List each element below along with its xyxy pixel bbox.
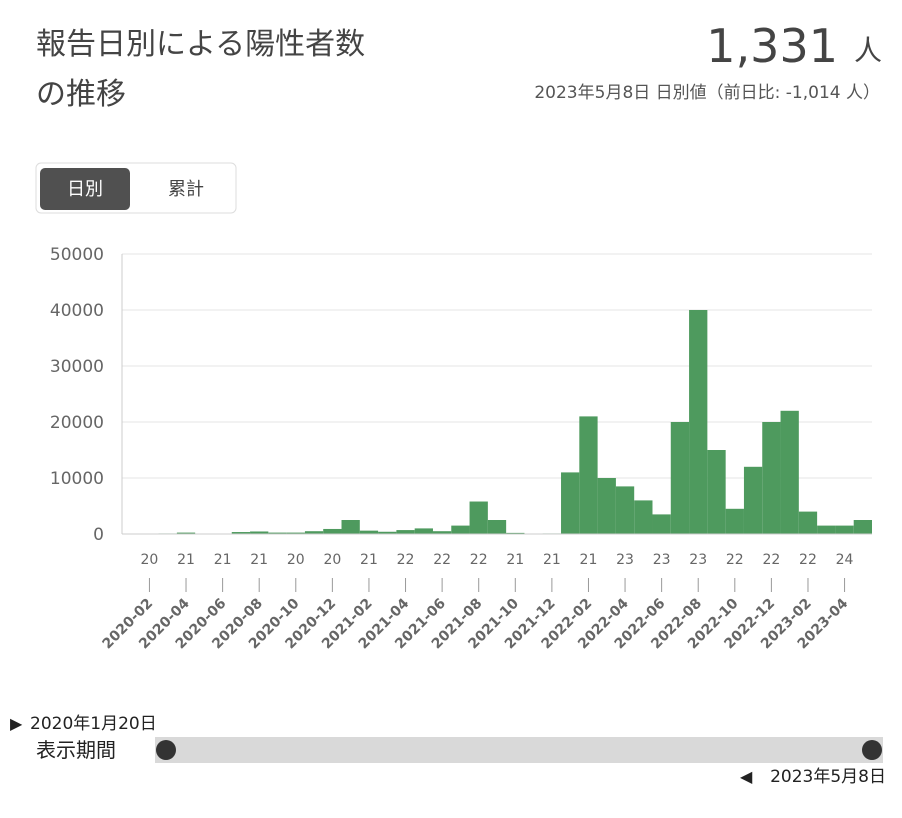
- x-day-label: 20: [323, 552, 341, 568]
- x-day-label: 23: [616, 552, 634, 568]
- bar: [817, 526, 835, 534]
- x-day-label: 22: [799, 552, 817, 568]
- x-day-label: 22: [470, 552, 488, 568]
- plot: 01000020000300004000050000202020-0221202…: [50, 245, 872, 652]
- x-day-label: 23: [689, 552, 707, 568]
- bar: [451, 526, 469, 534]
- x-day-label: 21: [177, 552, 195, 568]
- y-tick-label: 0: [93, 525, 104, 545]
- title-line2: の推移: [36, 77, 126, 112]
- bar: [579, 416, 597, 534]
- range-track[interactable]: [155, 737, 883, 763]
- bar: [671, 422, 689, 534]
- bar: [726, 509, 744, 534]
- bar: [835, 526, 853, 534]
- x-day-label: 22: [762, 552, 780, 568]
- bar: [762, 422, 780, 534]
- bar: [396, 530, 414, 534]
- x-day-label: 20: [141, 552, 159, 568]
- bar: [689, 310, 707, 534]
- x-day-label: 21: [580, 552, 598, 568]
- bar: [598, 478, 616, 534]
- x-day-label: 24: [836, 552, 854, 568]
- bar: [415, 528, 433, 534]
- y-tick-label: 30000: [50, 357, 104, 377]
- bar: [781, 411, 799, 534]
- tab[interactable]: 日別: [67, 179, 103, 200]
- bar: [854, 520, 872, 534]
- bar: [616, 486, 634, 534]
- x-day-label: 22: [397, 552, 415, 568]
- bar: [561, 472, 579, 534]
- range-handle[interactable]: [156, 740, 176, 760]
- tab[interactable]: 累計: [168, 179, 204, 200]
- y-tick-label: 40000: [50, 301, 104, 321]
- range-start-arrow: ▶: [10, 714, 23, 733]
- bar: [652, 514, 670, 534]
- x-day-label: 21: [506, 552, 524, 568]
- bar: [360, 531, 378, 534]
- x-day-label: 23: [653, 552, 671, 568]
- subtitle: 2023年5月8日 日別値（前日比: -1,014 人）: [534, 83, 880, 103]
- x-day-label: 20: [287, 552, 305, 568]
- range-end-arrow: ◀: [740, 767, 753, 786]
- value-unit: 人: [854, 34, 882, 67]
- title-line1: 報告日別による陽性者数: [36, 27, 365, 62]
- x-day-label: 21: [543, 552, 561, 568]
- current-value: 1,331: [706, 19, 838, 73]
- bar: [323, 529, 341, 534]
- range-handle[interactable]: [862, 740, 882, 760]
- bar: [342, 520, 360, 534]
- bar: [488, 520, 506, 534]
- bar: [634, 500, 652, 534]
- bar: [470, 502, 488, 534]
- range-end: 2023年5月8日: [770, 767, 886, 787]
- x-day-label: 22: [433, 552, 451, 568]
- x-day-label: 21: [214, 552, 232, 568]
- x-day-label: 21: [250, 552, 268, 568]
- y-tick-label: 50000: [50, 245, 104, 265]
- y-tick-label: 10000: [50, 469, 104, 489]
- bar: [799, 512, 817, 534]
- x-day-label: 22: [726, 552, 744, 568]
- y-tick-label: 20000: [50, 413, 104, 433]
- x-day-label: 21: [360, 552, 378, 568]
- bar: [707, 450, 725, 534]
- range-start: 2020年1月20日: [30, 714, 157, 734]
- range-label: 表示期間: [36, 738, 116, 762]
- bar: [744, 467, 762, 534]
